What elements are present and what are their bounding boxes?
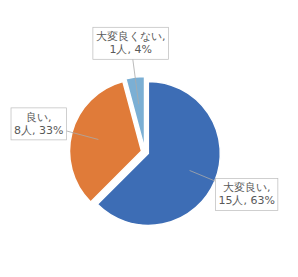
data-label: 大変良くない,1人, 4% [96,30,166,56]
data-labels: 大変良い,15人, 63% 良い,8人, 33% 大変良くない,1人, 4% [11,27,278,210]
data-label: 良い,8人, 33% [14,111,63,137]
label-box [215,178,277,210]
data-label: 大変良い,15人, 63% [218,181,274,207]
label-box [11,108,66,140]
chart: 大変良い,15人, 63% 良い,8人, 33% 大変良くない,1人, 4% [0,0,298,277]
label-box [93,27,169,59]
data-label-line: 大変良くない, [96,30,166,43]
data-label-line: 1人, 4% [109,43,151,56]
data-label-line: 15人, 63% [218,194,274,207]
data-label-line: 8人, 33% [14,124,63,137]
data-label-line: 大変良い, [223,181,271,194]
label-group: 良い,8人, 33% [11,108,66,140]
label-group: 大変良くない,1人, 4% [93,27,169,59]
leader-lines [39,43,247,194]
pie-slice [126,76,145,148]
label-group: 大変良い,15人, 63% [215,178,277,210]
data-label-line: 良い, [26,111,52,124]
pie: 大変良い,15人, 63% 良い,8人, 33% 大変良くない,1人, 4% [11,27,278,225]
